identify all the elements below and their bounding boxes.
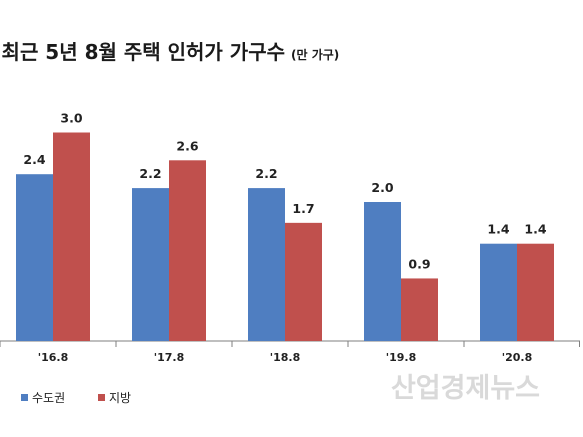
chart-unit: (만 가구) xyxy=(291,47,339,62)
bar-지방-'19.8 xyxy=(401,278,438,341)
legend-label-수도권: 수도권 xyxy=(32,391,65,405)
x-tick-label: '17.8 xyxy=(154,351,185,364)
bar-수도권-'16.8 xyxy=(16,174,53,341)
data-label: 2.2 xyxy=(255,166,277,181)
data-label: 2.2 xyxy=(139,166,161,181)
bar-수도권-'20.8 xyxy=(480,243,517,341)
data-label: 1.4 xyxy=(524,222,546,237)
legend-swatch-수도권 xyxy=(21,394,28,401)
bar-지방-'20.8 xyxy=(517,243,554,341)
bar-지방-'18.8 xyxy=(285,222,322,341)
bar-수도권-'19.8 xyxy=(364,202,401,341)
data-label: 2.0 xyxy=(371,180,393,195)
x-tick-label: '20.8 xyxy=(502,351,533,364)
x-tick-label: '19.8 xyxy=(386,351,417,364)
bar-지방-'17.8 xyxy=(169,160,206,341)
bar-지방-'16.8 xyxy=(53,132,90,341)
x-tick-label: '16.8 xyxy=(38,351,69,364)
data-label: 0.9 xyxy=(408,256,430,271)
x-tick-label: '18.8 xyxy=(270,351,301,364)
legend: 수도권 지방 xyxy=(21,391,131,405)
legend-label-지방: 지방 xyxy=(109,391,131,405)
data-label: 1.4 xyxy=(487,222,509,237)
plot-area: 2.4 3.0 '16.8 2.2 2.6 '17.8 2.2 1.7 '18.8 2.0 0.9 '… xyxy=(0,111,580,364)
bar-수도권-'17.8 xyxy=(132,188,169,341)
chart-title: 최근 5년 8월 주택 인허가 가구수 xyxy=(2,40,285,64)
data-label: 3.0 xyxy=(60,111,82,126)
data-label: 1.7 xyxy=(292,201,314,216)
legend-swatch-지방 xyxy=(98,394,105,401)
bar-수도권-'18.8 xyxy=(248,188,285,341)
data-label: 2.6 xyxy=(176,138,198,153)
watermark: 산업경제뉴스 xyxy=(391,373,540,404)
data-label: 2.4 xyxy=(23,152,45,167)
